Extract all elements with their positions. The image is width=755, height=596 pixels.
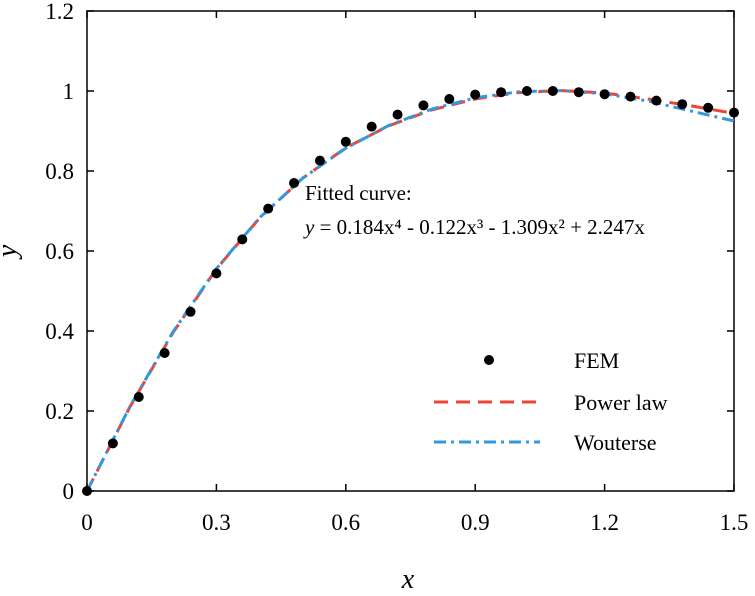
fem-point xyxy=(159,348,170,358)
fem-point xyxy=(340,136,351,147)
y-tick-label: 0 xyxy=(63,479,75,504)
fem-point xyxy=(418,100,429,111)
fem-point xyxy=(314,155,325,166)
fem-markers xyxy=(82,86,739,496)
fem-point xyxy=(263,203,274,214)
annotation-eq-rest: = 0.184x⁴ - 0.122x³ - 1.309x² + 2.247x xyxy=(314,215,645,239)
y-tick-label: 1.2 xyxy=(45,0,74,24)
fem-point xyxy=(573,87,584,98)
y-tick-label: 0.6 xyxy=(45,239,74,264)
legend-label: Wouterse xyxy=(574,430,657,455)
legend-label: FEM xyxy=(574,348,619,373)
fem-point xyxy=(677,99,688,110)
fem-point xyxy=(211,268,222,279)
x-axis-ticks: 0 0.3 0.6 0.9 1.2 1.5 xyxy=(81,11,748,535)
y-axis-ticks: 0 0.2 0.4 0.6 0.8 1 1.2 xyxy=(45,0,734,504)
fem-point xyxy=(185,306,196,317)
fem-point xyxy=(496,87,507,98)
fem-point xyxy=(237,234,248,245)
fem-point xyxy=(651,95,662,106)
x-tick-label: 1.5 xyxy=(720,510,749,535)
y-tick-label: 0.8 xyxy=(45,159,74,184)
plot-frame xyxy=(86,10,735,492)
fem-point xyxy=(599,89,610,100)
fem-point xyxy=(703,102,714,113)
annotation-eq-y: y xyxy=(303,215,315,239)
fem-point xyxy=(444,94,455,104)
fem-point xyxy=(521,86,532,96)
legend-marker-fem xyxy=(484,355,494,365)
legend-label: Power law xyxy=(574,390,668,415)
y-axis-label: y xyxy=(0,244,23,260)
y-tick-label: 0.4 xyxy=(45,319,74,344)
x-tick-label: 1.2 xyxy=(590,510,619,535)
x-tick-label: 0.6 xyxy=(331,510,360,535)
y-tick-label: 0.2 xyxy=(45,399,74,424)
legend: FEM Power law Wouterse xyxy=(434,348,668,455)
x-tick-label: 0.3 xyxy=(202,510,231,535)
fem-point xyxy=(729,107,739,118)
x-axis-label: x xyxy=(401,564,415,595)
fem-point xyxy=(392,109,403,120)
fem-point xyxy=(547,86,558,96)
annotation-equation: y = 0.184x⁴ - 0.122x³ - 1.309x² + 2.247x xyxy=(303,215,645,239)
fem-point xyxy=(366,121,377,132)
fem-point xyxy=(470,89,481,100)
fem-point xyxy=(625,91,636,102)
fem-point xyxy=(133,392,144,402)
x-tick-label: 0 xyxy=(81,510,93,535)
fem-point xyxy=(82,486,92,496)
annotation-title: Fitted curve: xyxy=(305,181,412,205)
x-tick-label: 0.9 xyxy=(461,510,490,535)
fem-point xyxy=(107,438,118,449)
y-tick-label: 1 xyxy=(63,79,75,104)
fem-point xyxy=(289,178,300,188)
